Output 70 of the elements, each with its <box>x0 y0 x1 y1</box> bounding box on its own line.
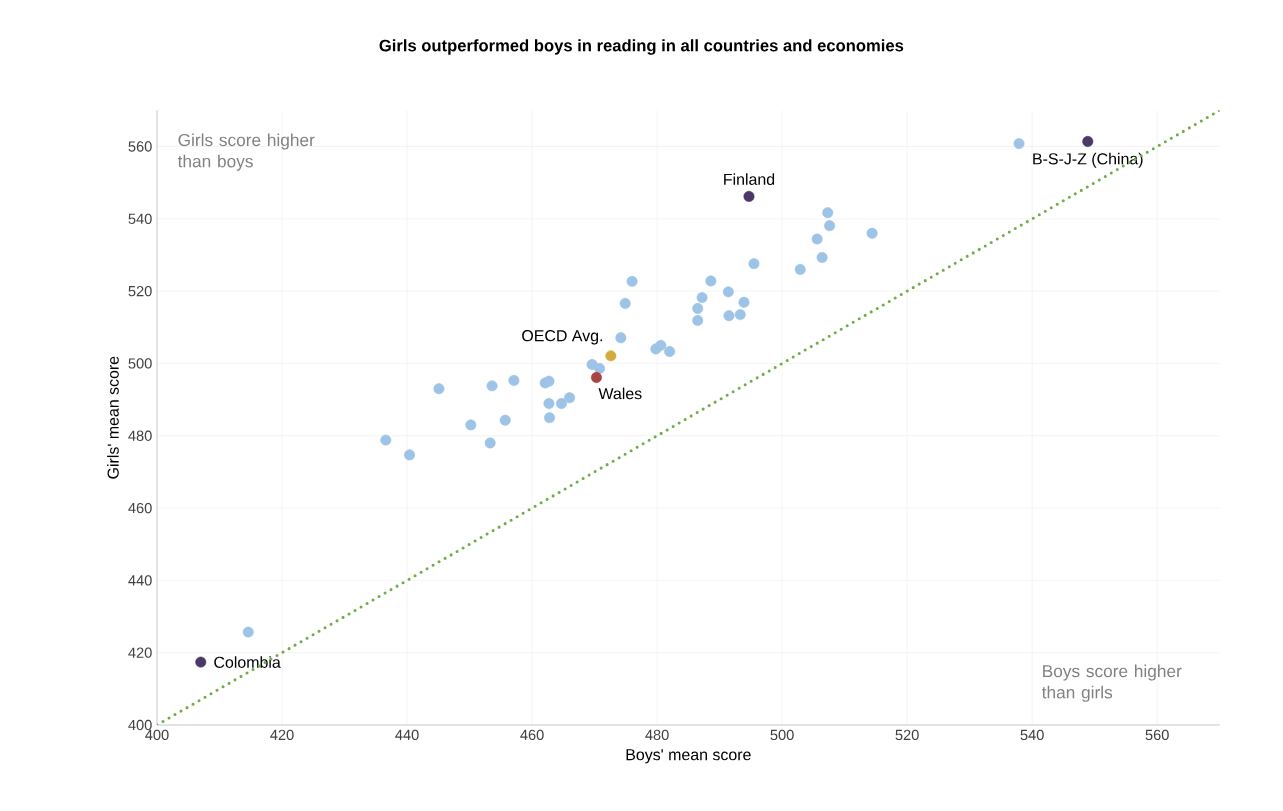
series-label: OECD Avg. <box>522 330 603 345</box>
point <box>433 383 445 395</box>
point <box>824 220 836 232</box>
point <box>543 398 555 410</box>
point <box>605 350 617 362</box>
point <box>615 332 627 344</box>
point <box>664 346 676 357</box>
point <box>555 398 567 410</box>
point <box>486 380 498 392</box>
x-tick-label: 460 <box>520 729 544 741</box>
point <box>734 309 746 321</box>
series-label: Colombia <box>214 656 281 668</box>
point <box>1082 135 1094 147</box>
point <box>465 419 477 431</box>
point <box>484 437 496 449</box>
point <box>811 233 823 245</box>
y-tick-label: 540 <box>128 213 152 224</box>
y-tick-label: 400 <box>128 719 152 731</box>
point <box>619 297 631 309</box>
point <box>499 414 511 426</box>
point <box>748 258 760 270</box>
point <box>738 296 750 308</box>
y-tick-label: 420 <box>128 647 152 658</box>
point <box>696 292 708 304</box>
x-tick-label: 420 <box>270 729 294 741</box>
annotation: Boys score higher than girls <box>1041 664 1182 702</box>
series-label: B-S-J-Z (China) <box>1033 152 1143 168</box>
point <box>723 310 735 322</box>
x-tick-label: 560 <box>1145 729 1169 741</box>
point <box>743 190 755 202</box>
point <box>655 339 667 351</box>
x-tick-label: 480 <box>645 729 669 741</box>
y-tick-label: 480 <box>128 430 152 441</box>
x-axis-title: Boys' mean score <box>626 749 751 764</box>
point <box>195 656 207 668</box>
y-tick-label: 500 <box>128 358 152 369</box>
point <box>626 275 638 287</box>
point <box>692 314 704 326</box>
x-tick-label: 400 <box>145 729 169 741</box>
point <box>543 375 555 387</box>
y-tick-label: 440 <box>128 575 152 586</box>
point <box>564 392 576 404</box>
point <box>404 449 416 461</box>
point <box>794 263 806 275</box>
series-label: Finland <box>724 173 775 186</box>
point <box>705 275 717 287</box>
point <box>816 252 828 263</box>
series-label: Wales <box>598 387 642 400</box>
y-tick-label: 560 <box>128 141 152 152</box>
point <box>586 359 598 370</box>
y-axis-title: Girls' mean score <box>107 356 119 479</box>
point <box>866 227 878 239</box>
point <box>722 286 734 298</box>
point <box>822 207 834 219</box>
y-tick-label: 520 <box>128 285 152 297</box>
point <box>1013 138 1025 150</box>
point <box>590 372 602 383</box>
x-tick-label: 440 <box>395 729 419 741</box>
annotation: Girls score higher than boys <box>177 133 315 171</box>
x-tick-label: 520 <box>895 729 919 741</box>
point <box>594 363 606 374</box>
x-tick-label: 540 <box>1020 729 1044 741</box>
point <box>380 434 392 446</box>
point <box>692 303 704 314</box>
point <box>544 412 556 424</box>
y-tick-label: 460 <box>128 502 152 514</box>
point <box>508 374 520 386</box>
x-tick-label: 500 <box>770 729 794 741</box>
point <box>242 626 254 638</box>
chart-title: Girls outperformed boys in reading in all countries and economies <box>379 39 904 55</box>
